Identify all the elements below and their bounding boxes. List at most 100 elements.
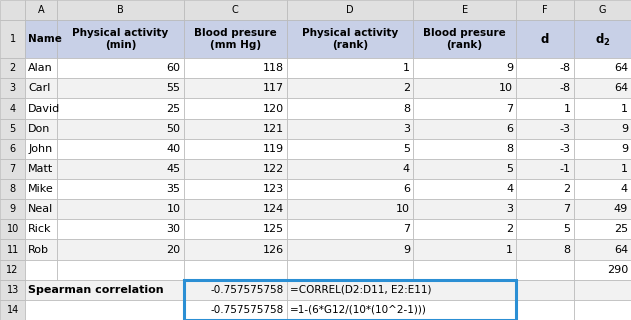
Text: 126: 126 <box>262 244 284 254</box>
Bar <box>574 199 631 219</box>
Bar <box>413 58 516 78</box>
Bar <box>184 300 287 320</box>
Text: =1-(6*G12/(10*(10^2-1))): =1-(6*G12/(10*(10^2-1))) <box>290 305 427 315</box>
Bar <box>57 20 184 58</box>
Bar <box>184 219 287 239</box>
Text: 10: 10 <box>167 204 180 214</box>
Text: Carl: Carl <box>28 84 50 93</box>
Bar <box>287 99 413 119</box>
Bar <box>287 219 413 239</box>
Bar <box>0 99 25 119</box>
Bar <box>0 20 25 58</box>
Text: 3: 3 <box>9 84 16 93</box>
Text: 10: 10 <box>396 204 410 214</box>
Bar <box>0 179 25 199</box>
Bar <box>0 159 25 179</box>
Bar <box>57 139 184 159</box>
Bar <box>287 78 413 99</box>
Bar <box>25 20 57 58</box>
Bar <box>0 280 25 300</box>
Bar <box>516 219 574 239</box>
Bar <box>413 78 516 99</box>
Text: 11: 11 <box>6 244 19 254</box>
Text: E: E <box>462 5 468 15</box>
Bar <box>0 199 25 219</box>
Text: G: G <box>599 5 606 15</box>
Text: Rick: Rick <box>28 224 52 234</box>
Text: 10: 10 <box>6 224 19 234</box>
Text: 124: 124 <box>262 204 284 214</box>
Bar <box>184 20 287 58</box>
Bar <box>516 139 574 159</box>
Text: 4: 4 <box>506 184 513 194</box>
Bar <box>287 199 413 219</box>
Bar <box>516 199 574 219</box>
Text: -8: -8 <box>560 84 570 93</box>
Bar <box>574 239 631 260</box>
Text: Alan: Alan <box>28 63 53 73</box>
Bar <box>574 260 631 280</box>
Text: 2: 2 <box>403 84 410 93</box>
Text: 1: 1 <box>403 63 410 73</box>
Text: Mike: Mike <box>28 184 54 194</box>
Bar <box>57 260 184 280</box>
Text: 6: 6 <box>506 124 513 134</box>
Bar <box>57 159 184 179</box>
Bar <box>516 179 574 199</box>
Bar <box>574 300 631 320</box>
Text: 1: 1 <box>9 34 16 44</box>
Text: 12: 12 <box>6 265 19 275</box>
Text: 125: 125 <box>262 224 284 234</box>
Text: 9: 9 <box>506 63 513 73</box>
Bar <box>57 119 184 139</box>
Text: Physical activity
(min): Physical activity (min) <box>73 28 168 50</box>
Bar <box>184 139 287 159</box>
Text: -0.757575758: -0.757575758 <box>211 305 284 315</box>
Text: 1: 1 <box>621 164 628 174</box>
Bar <box>184 99 287 119</box>
Text: 30: 30 <box>167 224 180 234</box>
Text: 8: 8 <box>563 244 570 254</box>
Bar <box>0 0 25 20</box>
Text: Blood presure
(mm Hg): Blood presure (mm Hg) <box>194 28 276 50</box>
Text: 9: 9 <box>621 124 628 134</box>
Bar <box>413 139 516 159</box>
Bar <box>25 280 184 300</box>
Text: 5: 5 <box>506 164 513 174</box>
Text: 49: 49 <box>614 204 628 214</box>
Text: 7: 7 <box>403 224 410 234</box>
Bar <box>574 58 631 78</box>
Bar <box>413 239 516 260</box>
Text: 7: 7 <box>563 204 570 214</box>
Text: 9: 9 <box>403 244 410 254</box>
Bar <box>25 0 57 20</box>
Bar <box>0 78 25 99</box>
Bar <box>57 78 184 99</box>
Bar <box>516 58 574 78</box>
Text: 122: 122 <box>262 164 284 174</box>
Text: -1: -1 <box>560 164 570 174</box>
Text: 25: 25 <box>167 104 180 114</box>
Text: 1: 1 <box>563 104 570 114</box>
Text: 3: 3 <box>506 204 513 214</box>
Bar <box>184 179 287 199</box>
Bar <box>184 280 287 300</box>
Text: F: F <box>542 5 548 15</box>
Text: 4: 4 <box>621 184 628 194</box>
Bar <box>57 99 184 119</box>
Text: Blood presure
(rank): Blood presure (rank) <box>423 28 506 50</box>
Bar <box>413 99 516 119</box>
Text: Don: Don <box>28 124 50 134</box>
Bar <box>574 139 631 159</box>
Bar <box>287 280 516 300</box>
Text: 14: 14 <box>6 305 19 315</box>
Bar <box>25 119 57 139</box>
Bar <box>0 58 25 78</box>
Bar <box>516 0 574 20</box>
Bar <box>574 0 631 20</box>
Text: 123: 123 <box>262 184 284 194</box>
Text: Name: Name <box>28 34 62 44</box>
Text: 8: 8 <box>506 144 513 154</box>
Bar <box>57 0 184 20</box>
Bar <box>0 260 25 280</box>
